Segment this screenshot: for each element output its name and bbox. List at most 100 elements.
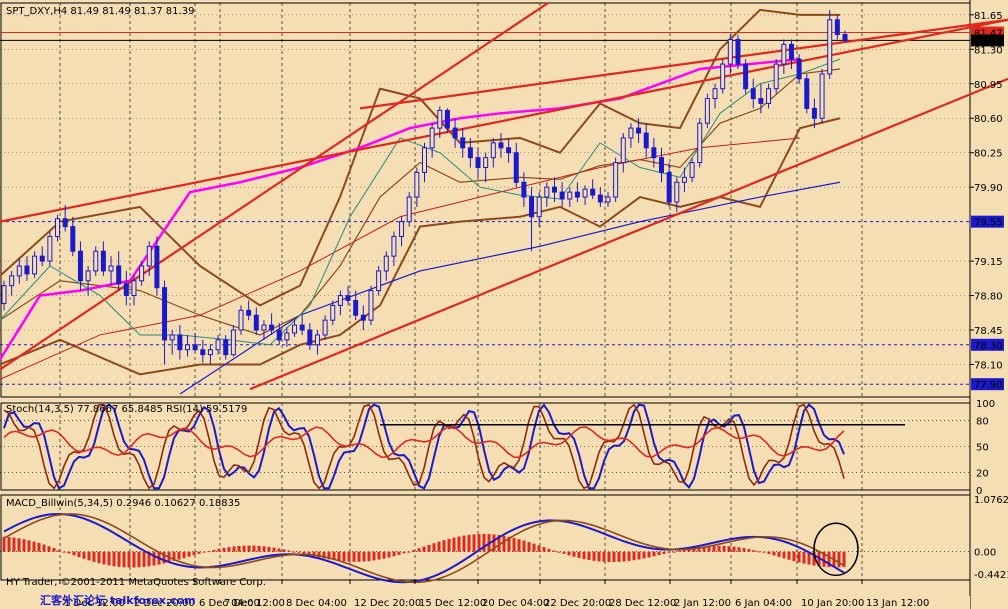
candle-body [238, 309, 244, 331]
candle-body [735, 38, 741, 65]
candle-body [200, 349, 206, 356]
price-tick-label: 79.15 [974, 257, 1003, 268]
candle-body [345, 295, 351, 301]
macd-histogram-bar [12, 537, 16, 552]
macd-histogram-bar [662, 551, 666, 554]
candle-body [337, 295, 343, 306]
macd-histogram-bar [772, 551, 776, 556]
candle-body [597, 194, 603, 203]
candle-body [651, 147, 657, 159]
candle-body [666, 171, 672, 203]
macd-histogram-bar [162, 551, 166, 564]
bollinger-upper [0, 8, 840, 307]
macd-histogram-bar [767, 551, 771, 555]
candle-body [269, 324, 275, 331]
macd-histogram-bar [277, 548, 281, 552]
current-price-tag: 81.39 [974, 36, 1003, 47]
macd-histogram-bar [502, 535, 506, 552]
candle-body [284, 332, 290, 341]
macd-histogram-bar [122, 551, 126, 568]
macd-histogram-bar [57, 549, 61, 552]
candle-body [360, 314, 366, 321]
candle-body [383, 255, 389, 272]
time-tick-label: 13 Jan 12:00 [866, 598, 929, 609]
macd-histogram-bar [447, 538, 451, 552]
candle-body [299, 324, 305, 331]
macd-histogram-bar [557, 551, 561, 553]
macd-histogram-bar [497, 535, 501, 552]
time-tick-label: 1 Dec 12:00 [64, 598, 125, 609]
candle-body [399, 221, 405, 237]
stoch-tick-label: 50 [976, 443, 989, 454]
macd-histogram-bar [107, 551, 111, 566]
macd-histogram-bar [437, 541, 441, 552]
candle-body [475, 157, 481, 168]
candle-body [559, 191, 565, 200]
time-tick-label: 6 Dec 04:00 [199, 598, 260, 609]
level-tag-3: 77.90 [974, 380, 1003, 391]
macd-histogram-bar [132, 551, 136, 568]
macd-histogram-bar [187, 551, 191, 557]
candle-body [819, 73, 825, 119]
macd-histogram-bar [627, 551, 631, 561]
macd-histogram-bar [622, 551, 626, 562]
level-tag-1-bg [971, 215, 1004, 228]
macd-histogram-bar [522, 540, 526, 552]
time-tick-label: 10 Jan 20:00 [801, 598, 864, 609]
macd-histogram-bar [292, 551, 296, 553]
macd-histogram-bar [92, 551, 96, 562]
macd-pane[interactable]: 1.07627 0.00 -0.44216 [0, 495, 1008, 584]
macd-histogram-bar [387, 551, 391, 558]
candle-body [253, 314, 259, 331]
stoch-rsi-pane[interactable]: 100 80 50 20 0 [0, 399, 995, 497]
time-tick-label: 22 Dec 20:00 [544, 598, 611, 609]
candle-body [498, 142, 504, 149]
candle-body [490, 142, 496, 159]
candle-body [276, 329, 282, 341]
macd-histogram-bar [252, 545, 256, 552]
macd-histogram-bar [732, 546, 736, 552]
macd-histogram-bar [32, 541, 36, 552]
trend-line [0, 2, 549, 371]
candle-body [230, 329, 236, 356]
price-pane[interactable] [0, 2, 1008, 395]
trend-line [249, 77, 1008, 391]
stoch-tick-label: 0 [976, 486, 982, 497]
macd-histogram-bar [757, 551, 761, 553]
candle-body [681, 176, 687, 183]
macd-histogram-bar [37, 543, 41, 552]
price-tick-label: 78.10 [974, 360, 1003, 371]
candle-body [422, 147, 427, 173]
candle-body [643, 132, 649, 149]
candle-body [590, 188, 596, 196]
candle-body [123, 283, 129, 297]
macd-histogram-bar [417, 548, 421, 552]
candle-body [307, 329, 313, 346]
macd-histogram-bar [137, 551, 141, 568]
stoch-signal [3, 403, 845, 490]
chart-title: SPT_DXY,H4 81.49 81.49 81.37 81.39 [6, 6, 194, 17]
level-tag-2-bg [971, 338, 1004, 351]
candle-body [467, 147, 473, 159]
watermark-text: 汇客外汇论坛 talkforex.com [40, 593, 196, 607]
candle-body [452, 127, 458, 139]
macd-histogram-bar [362, 551, 366, 562]
time-tick-label: 2 Dec 20:00 [134, 598, 195, 609]
macd-histogram-bar [222, 547, 226, 552]
macd-histogram-bar [612, 551, 616, 563]
candle-body [207, 349, 213, 356]
macd-histogram-bar [507, 536, 511, 552]
macd-histogram-bar [652, 551, 656, 557]
macd-histogram-bar [762, 551, 766, 553]
candle-body [146, 245, 152, 267]
candle-body [842, 34, 848, 41]
candle-body [613, 162, 619, 198]
macd-histogram-bar [262, 546, 266, 552]
candle-body [811, 107, 817, 119]
macd-histogram-bar [797, 551, 801, 563]
macd-histogram-bar [477, 534, 481, 552]
candle-body [414, 171, 420, 198]
macd-histogram-bar [637, 551, 641, 560]
candle-body [116, 265, 122, 285]
